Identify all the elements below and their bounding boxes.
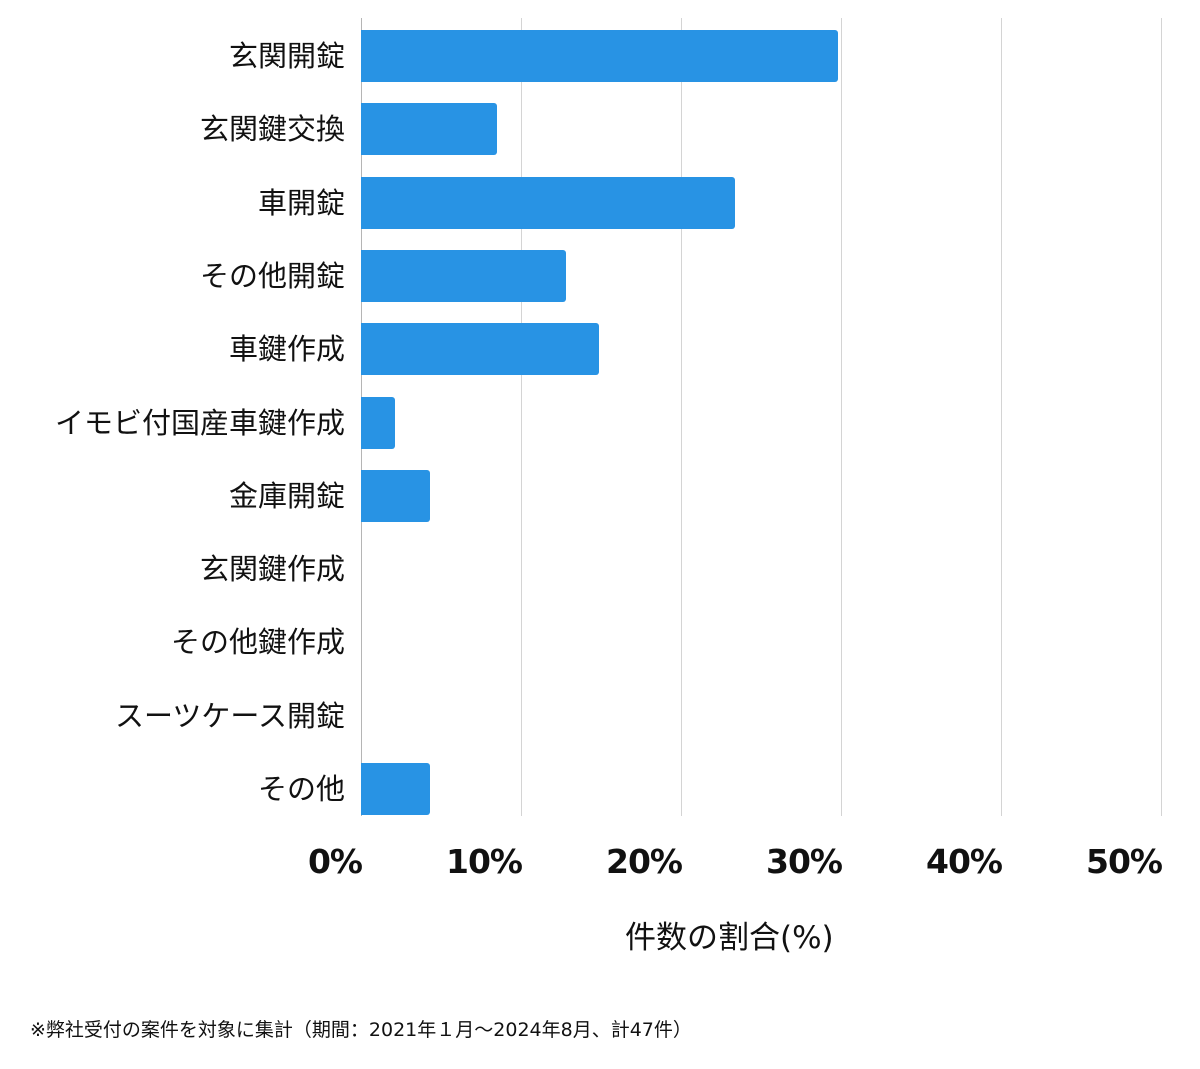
category-label: 金庫開錠 [228,478,345,513]
x-axis-title: 件数の割合(%) [625,920,834,956]
gridline [681,18,682,816]
gridline [1161,18,1162,816]
footnote: ※弊社受付の案件を対象に集計（期間：2021年１月～2024年8月、計47件） [30,1019,692,1041]
bar [361,469,430,522]
category-label: その他鍵作成 [170,625,345,660]
bar [361,103,497,156]
x-tick-label: 10% [446,842,523,881]
category-label: その他 [257,772,345,806]
bar [361,396,395,449]
category-label: イモビ付国産車鍵作成 [54,405,345,440]
gridline [841,18,842,816]
x-tick-label: 50% [1086,842,1163,881]
gridline [1001,18,1002,816]
x-tick-label: 40% [926,842,1003,881]
bar [361,763,430,815]
category-label: 玄関鍵交換 [199,112,345,147]
x-tick-label: 20% [606,842,683,881]
category-label: その他開錠 [199,258,345,293]
bar [361,176,736,229]
bar [361,30,838,82]
bar [361,323,600,376]
category-label: 車鍵作成 [228,332,345,367]
x-tick-label: 0% [307,842,363,881]
category-label: 玄関開錠 [228,39,345,73]
category-label: スーツケース開錠 [115,698,345,733]
category-label: 玄関鍵作成 [199,552,345,587]
gridline [521,18,522,816]
x-tick-label: 30% [766,842,843,881]
category-label: 車開錠 [257,185,345,220]
bar [361,249,566,302]
